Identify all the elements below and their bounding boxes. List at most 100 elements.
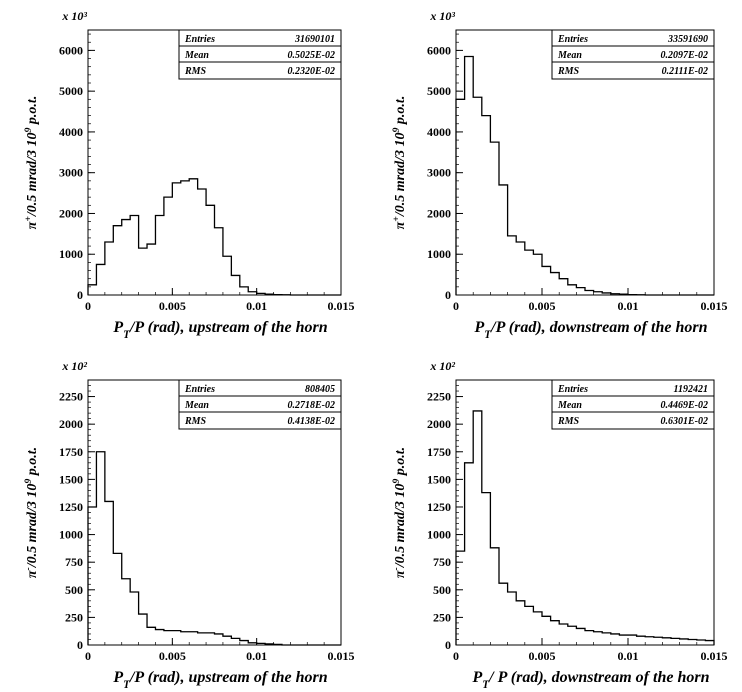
y-tick-label: 1000 bbox=[427, 247, 451, 261]
y-exponent-label: x 10³ bbox=[61, 9, 87, 23]
y-axis-title: π+​/0.5 mrad/3 109​ p.o.t. bbox=[23, 96, 41, 230]
stats-rms-label: RMS bbox=[184, 66, 207, 77]
histogram-bin bbox=[189, 632, 197, 645]
y-tick-label: 0 bbox=[77, 288, 83, 302]
histogram-bin bbox=[619, 635, 628, 645]
y-tick-label: 750 bbox=[433, 555, 451, 569]
histogram-bin bbox=[456, 99, 465, 295]
panel-2: 0 1000 2000 3000 4000 5000 6000 0 0.005 0.01 0.015… bbox=[391, 9, 728, 341]
stats-box bbox=[178, 379, 342, 430]
x-tick-label: 0 bbox=[85, 649, 91, 663]
histogram-bin bbox=[206, 633, 214, 645]
histogram-bin bbox=[628, 635, 637, 645]
histogram-bin bbox=[490, 142, 499, 295]
histogram-bin bbox=[611, 634, 620, 645]
histogram-bin bbox=[542, 616, 551, 645]
histogram-bin bbox=[688, 639, 697, 645]
histogram-series bbox=[455, 55, 714, 296]
histogram-bin bbox=[482, 116, 491, 295]
stats-mean-value: 0.5025E-02 bbox=[288, 50, 336, 61]
histogram-bin bbox=[516, 601, 525, 645]
x-tick-label: 0.015 bbox=[328, 649, 355, 663]
x-tick-label: 0.01 bbox=[246, 649, 267, 663]
y-tick-label: 1250 bbox=[427, 500, 451, 514]
y-axis-title: π-​/0.5 mrad/3 109​ p.o.t. bbox=[391, 447, 409, 578]
histogram-bin bbox=[576, 288, 585, 295]
x-tick-label: 0.005 bbox=[529, 649, 556, 663]
histogram-bin bbox=[257, 293, 265, 295]
histogram-bin bbox=[231, 638, 239, 645]
histogram-bin bbox=[181, 632, 189, 645]
histogram-bin bbox=[265, 294, 273, 295]
x-tick-label: 0.005 bbox=[159, 299, 186, 313]
y-tick-label: 1000 bbox=[59, 528, 83, 542]
histogram-bin bbox=[113, 553, 121, 645]
histogram-bin bbox=[654, 637, 663, 645]
histogram-bin bbox=[139, 614, 147, 645]
histogram-bin bbox=[594, 292, 603, 295]
histogram-bin bbox=[130, 216, 138, 296]
y-tick-label: 1500 bbox=[427, 472, 451, 486]
histogram-bin bbox=[198, 633, 206, 645]
histogram-bin bbox=[155, 630, 163, 645]
y-tick-label: 2250 bbox=[427, 390, 451, 404]
histogram-bin bbox=[181, 181, 189, 295]
histogram-bin bbox=[231, 275, 239, 295]
histogram-bin bbox=[697, 640, 706, 645]
y-tick-label: 2000 bbox=[427, 206, 451, 220]
stats-entries-value: 808405 bbox=[305, 384, 335, 395]
y-tick-label: 2000 bbox=[427, 417, 451, 431]
x-tick-label: 0.01 bbox=[618, 649, 639, 663]
stats-mean-label: Mean bbox=[184, 50, 209, 61]
stats-entries-label: Entries bbox=[184, 34, 215, 45]
y-tick-label: 4000 bbox=[59, 125, 83, 139]
y-tick-label: 0 bbox=[77, 638, 83, 652]
y-tick-label: 0 bbox=[445, 288, 451, 302]
histogram-bin bbox=[482, 493, 491, 645]
histogram-bin bbox=[508, 592, 517, 645]
x-axis-title: PT​/P (rad), downstream of the horn bbox=[474, 319, 708, 341]
y-tick-label: 1750 bbox=[427, 445, 451, 459]
y-exponent-label: x 10³ bbox=[429, 9, 455, 23]
y-tick-label: 1500 bbox=[59, 472, 83, 486]
histogram-bin bbox=[645, 637, 654, 645]
stats-mean-label: Mean bbox=[557, 400, 582, 411]
stats-box bbox=[551, 379, 715, 430]
y-exponent-label: x 10² bbox=[61, 359, 87, 373]
histogram-bin bbox=[206, 205, 214, 295]
histogram-bin bbox=[257, 643, 265, 645]
histogram-bin bbox=[96, 264, 104, 295]
y-tick-label: 1000 bbox=[59, 247, 83, 261]
histogram-bin bbox=[559, 279, 568, 295]
histogram-bin bbox=[576, 628, 585, 645]
stats-mean-value: 0.2097E-02 bbox=[661, 50, 709, 61]
y-tick-label: 2000 bbox=[59, 417, 83, 431]
x-tick-label: 0.015 bbox=[328, 299, 355, 313]
stats-mean-value: 0.2718E-02 bbox=[288, 400, 336, 411]
stats-box bbox=[551, 29, 715, 80]
y-tick-label: 5000 bbox=[427, 84, 451, 98]
histogram-bin bbox=[465, 463, 474, 645]
y-tick-label: 1750 bbox=[59, 445, 83, 459]
y-tick-label: 0 bbox=[445, 638, 451, 652]
histogram-bin bbox=[602, 633, 611, 645]
x-tick-label: 0.015 bbox=[701, 299, 728, 313]
histogram-bin bbox=[602, 293, 611, 295]
x-tick-label: 0 bbox=[453, 299, 459, 313]
x-axis-title: PT​/P (rad), upstream of the horn bbox=[112, 669, 327, 691]
y-tick-label: 1250 bbox=[59, 500, 83, 514]
histogram-bin bbox=[223, 256, 231, 295]
histogram-bin bbox=[662, 638, 671, 645]
stats-mean-value: 0.4469E-02 bbox=[661, 400, 709, 411]
histogram-bin bbox=[542, 266, 551, 295]
panel-4: 0 250 500 750 1000 1250 1500 1750 2000 2250 0 0.005… bbox=[391, 359, 728, 691]
histogram-bin bbox=[516, 242, 525, 295]
stats-rms-value: 0.2320E-02 bbox=[288, 66, 336, 77]
y-tick-label: 2000 bbox=[59, 206, 83, 220]
y-tick-label: 250 bbox=[433, 610, 451, 624]
histogram-bin bbox=[274, 644, 282, 645]
stats-entries-label: Entries bbox=[557, 34, 588, 45]
histogram-bin bbox=[122, 220, 130, 295]
histogram-bin bbox=[473, 411, 482, 645]
histogram-bin bbox=[164, 631, 172, 645]
